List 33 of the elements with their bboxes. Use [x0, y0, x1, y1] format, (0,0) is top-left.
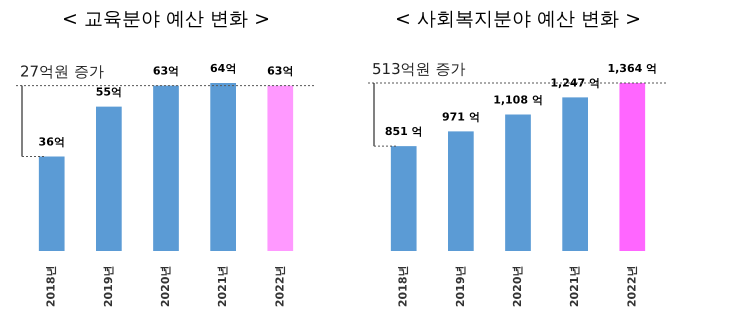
- bar: [505, 114, 531, 251]
- data-label: 971 억: [442, 110, 480, 124]
- x-tick-label: 2022년: [625, 266, 638, 308]
- bar: [562, 97, 588, 251]
- text: 513억원 증가: [372, 60, 466, 78]
- x-tick-label: 2021년: [216, 266, 230, 308]
- bar: [38, 156, 65, 251]
- x-tick-label: 2018년: [44, 266, 58, 308]
- x-tick-label: 2022년: [273, 266, 286, 308]
- data-label: 1,108 억: [493, 94, 543, 107]
- bar: [448, 131, 474, 251]
- data-label: 64억: [210, 62, 236, 75]
- bar: [96, 106, 122, 251]
- bar: [153, 86, 179, 251]
- data-label: 36억: [38, 136, 65, 148]
- data-label: 63억: [152, 64, 180, 78]
- x-tick-label: 2021년: [568, 266, 582, 308]
- x-tick-label: 2020년: [511, 266, 524, 308]
- data-label: 851 억: [384, 125, 423, 138]
- x-tick-label: 2020년: [159, 266, 172, 308]
- data-label: 55억: [96, 86, 122, 99]
- bar: [619, 83, 646, 251]
- bar: [390, 146, 417, 251]
- x-tick-label: 2019년: [102, 266, 115, 308]
- data-label: 1,364 억: [607, 62, 658, 75]
- x-tick-label: 2019년: [454, 266, 467, 308]
- text: 27억원 증가: [20, 62, 104, 81]
- data-label: 63억: [267, 64, 294, 78]
- chart-title: < 사회복지분야 예산 변화 >: [395, 8, 641, 30]
- bar: [267, 86, 294, 251]
- chart-title: < 교육분야 예산 변화 >: [62, 8, 270, 30]
- x-tick-label: 2018년: [396, 266, 410, 308]
- bar: [210, 83, 236, 251]
